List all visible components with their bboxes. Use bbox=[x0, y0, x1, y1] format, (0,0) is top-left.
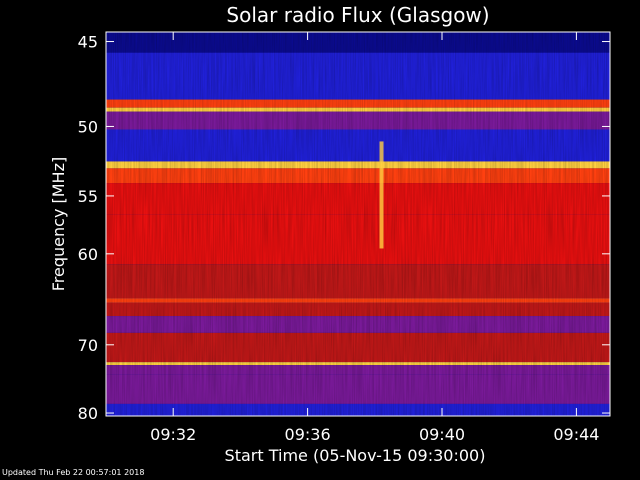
y-tick-label: 80 bbox=[78, 404, 98, 423]
plot-area bbox=[106, 32, 610, 416]
y-tick-label: 55 bbox=[78, 187, 98, 206]
x-axis: 09:32 09:36 09:40 09:44 bbox=[150, 32, 599, 444]
y-axis-label: Frequency [MHz] bbox=[49, 157, 68, 291]
y-axis: 45 50 55 60 70 80 bbox=[78, 33, 610, 423]
y-tick-label: 50 bbox=[78, 117, 98, 136]
x-tick-label: 09:40 bbox=[419, 425, 465, 444]
updated-timestamp: Updated Thu Feb 22 00:57:01 2018 bbox=[2, 468, 145, 477]
burst-marker bbox=[379, 141, 384, 249]
y-tick-label: 45 bbox=[78, 33, 98, 52]
x-tick-label: 09:32 bbox=[150, 425, 196, 444]
noise-overlay bbox=[106, 32, 610, 416]
y-tick-label: 70 bbox=[78, 336, 98, 355]
plot-frame bbox=[105, 31, 611, 417]
burst-column bbox=[379, 141, 384, 249]
x-axis-label: Start Time (05-Nov-15 09:30:00) bbox=[225, 446, 486, 465]
y-tick-label: 60 bbox=[78, 245, 98, 264]
x-tick-label: 09:36 bbox=[285, 425, 331, 444]
spectrogram-texture bbox=[106, 32, 610, 416]
chart-title: Solar radio Flux (Glasgow) bbox=[226, 3, 489, 27]
x-tick-label: 09:44 bbox=[553, 425, 599, 444]
